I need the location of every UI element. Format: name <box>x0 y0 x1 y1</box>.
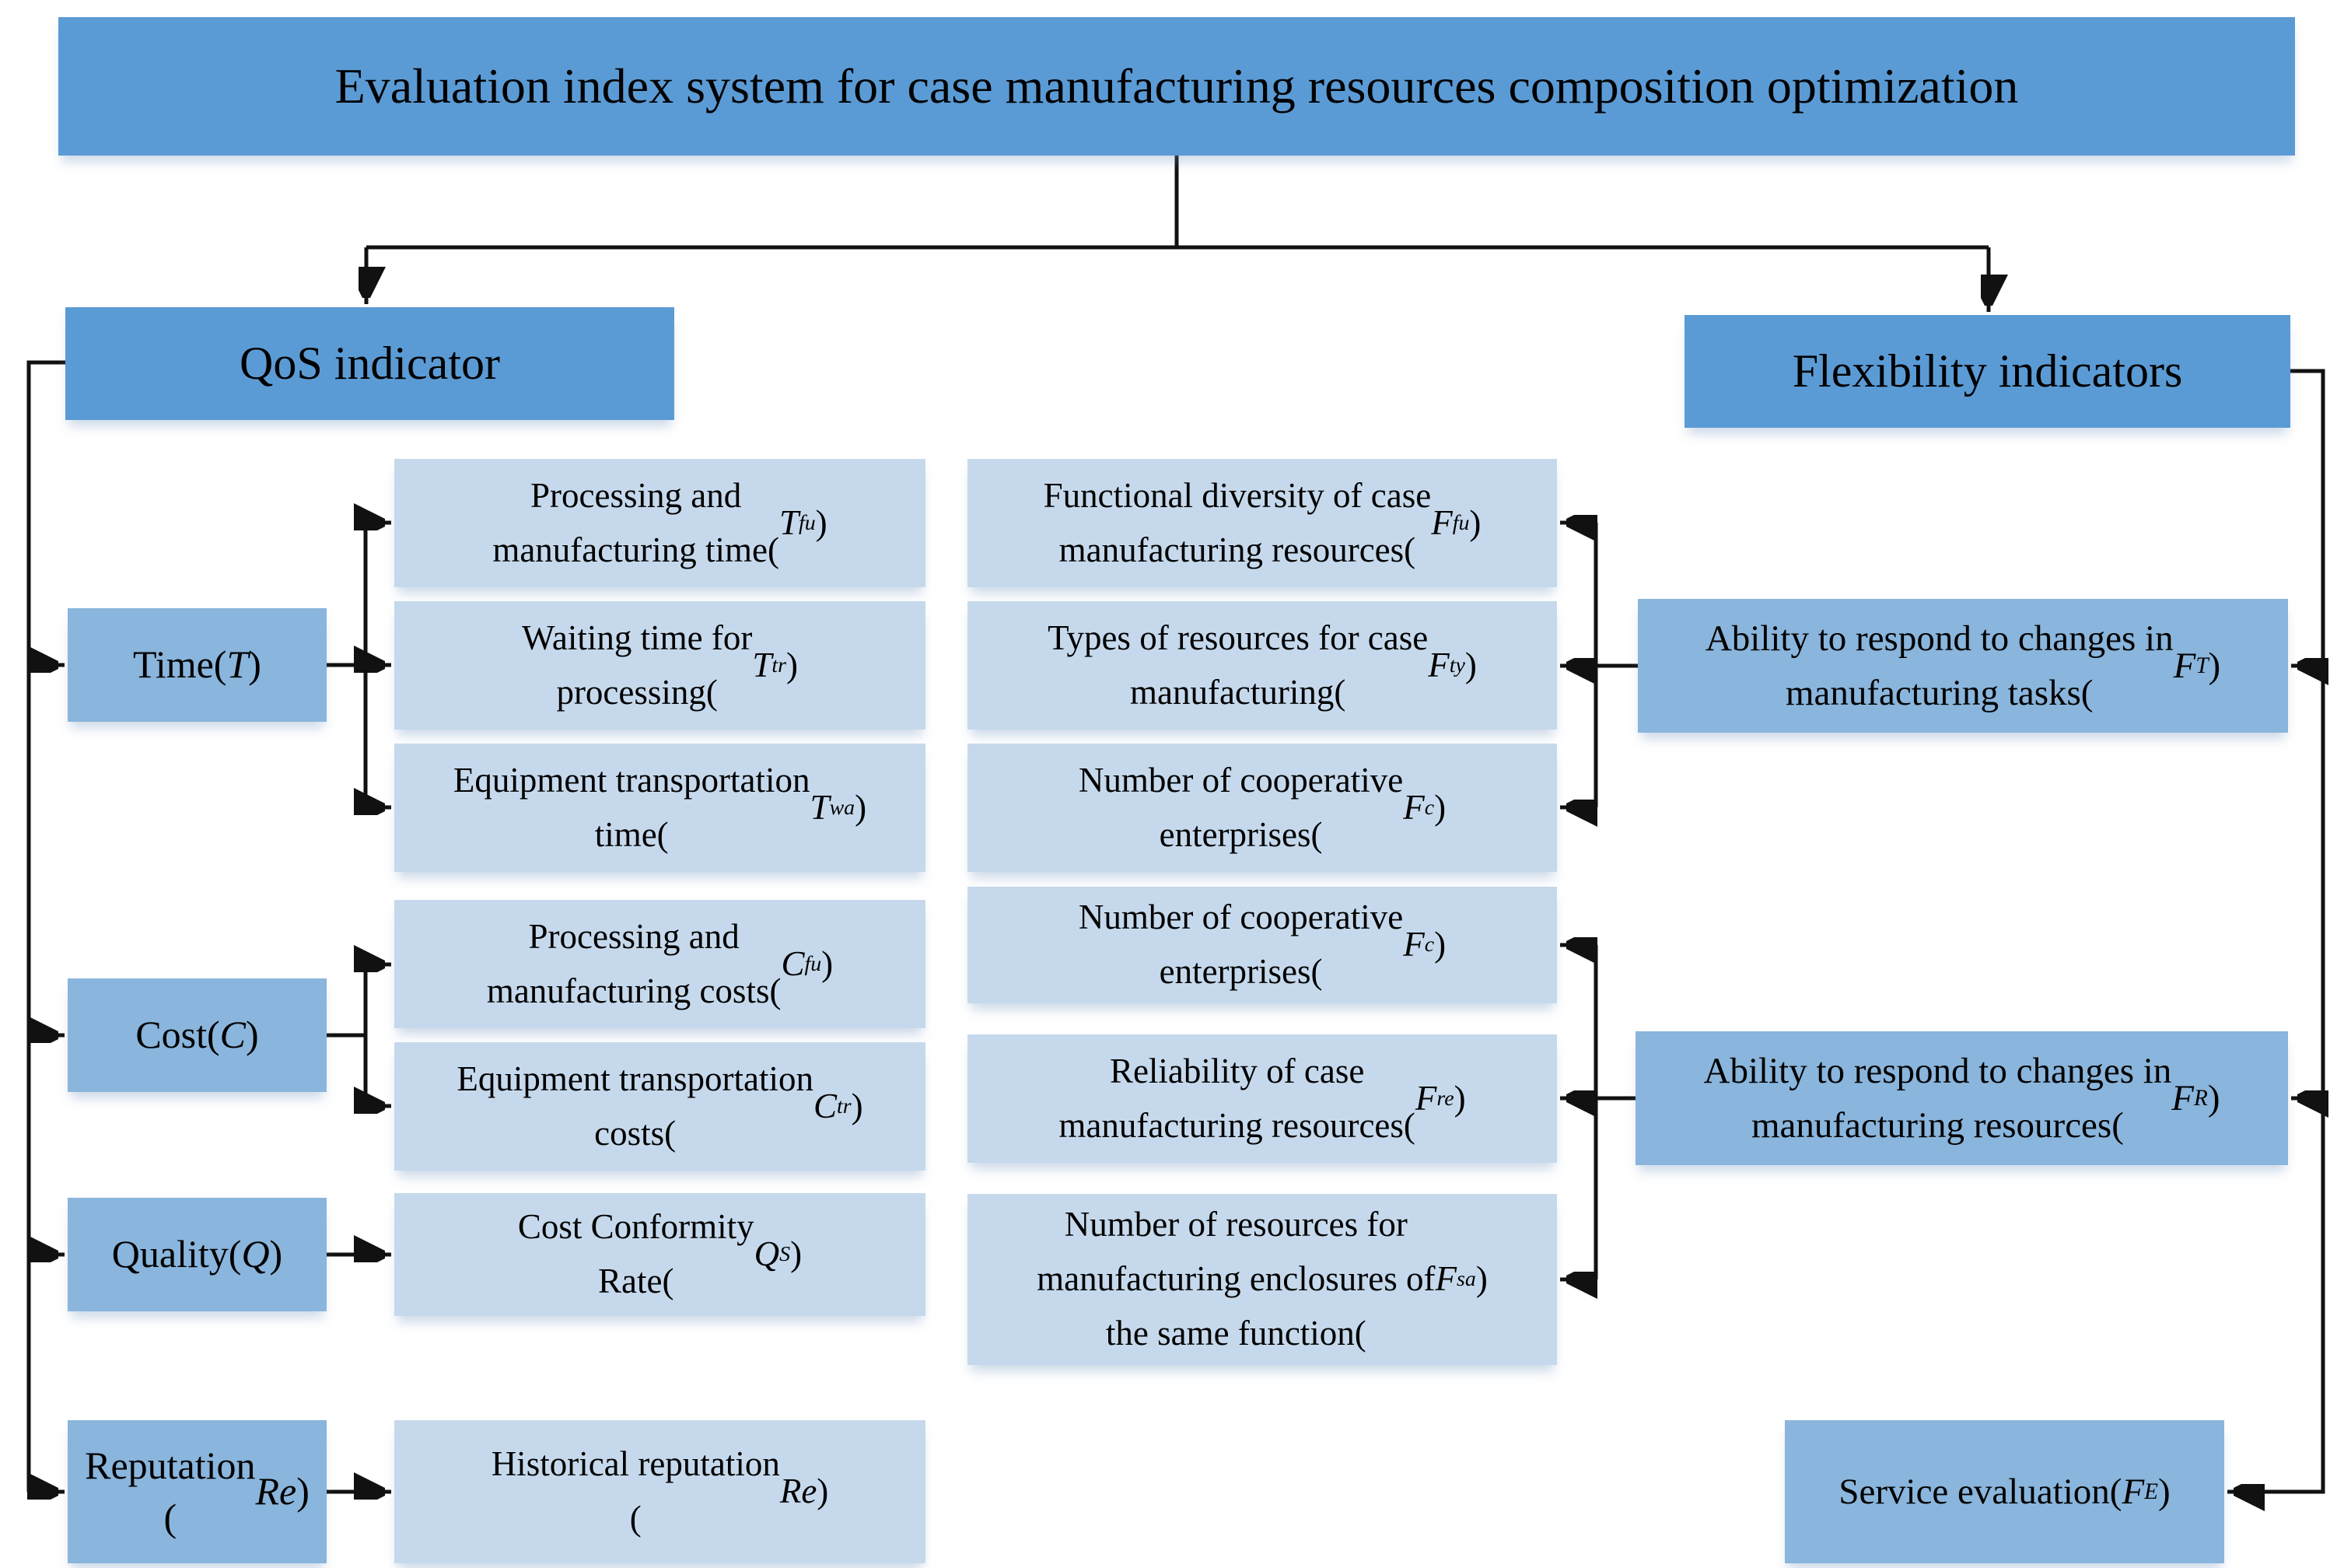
cost-branch-connectors <box>327 964 391 1106</box>
qos-indicator-header: QoS indicator <box>65 307 674 420</box>
category-time: Time(T) <box>68 608 327 722</box>
category-cost: Cost(C) <box>68 978 327 1092</box>
category-reputation: Reputation(Re) <box>68 1420 327 1563</box>
resources-branch-connectors <box>1560 945 1636 1279</box>
indicator-reliability: Reliability of case manufacturing resourc… <box>967 1034 1557 1163</box>
category-service-evaluation: Service evaluation(F E) <box>1785 1420 2224 1563</box>
indicator-historical-reputation: Historical reputation(Re) <box>394 1420 925 1563</box>
indicator-same-function-resources: Number of resources for manufacturing enc… <box>967 1194 1557 1365</box>
qos-trunk-connectors <box>26 360 65 1492</box>
category-respond-manufacturing-tasks: Ability to respond to changes in manufact… <box>1638 599 2288 733</box>
flexibility-trunk-connectors <box>2227 369 2323 1492</box>
indicator-types-of-resources: Types of resources for case manufacturing… <box>967 601 1557 730</box>
indicator-functional-diversity: Functional diversity of case manufacturin… <box>967 459 1557 587</box>
root-split-connector <box>366 156 1989 312</box>
root-title: Evaluation index system for case manufac… <box>58 17 2295 156</box>
tasks-branch-connectors <box>1560 523 1638 807</box>
category-quality: Quality(Q) <box>68 1198 327 1311</box>
indicator-cost-conformity-rate: Cost Conformity Rate(Q S) <box>394 1193 925 1316</box>
flexibility-indicators-header: Flexibility indicators <box>1685 315 2290 428</box>
quality-reputation-connectors <box>327 1255 391 1492</box>
time-branch-connectors <box>327 523 391 807</box>
category-respond-manufacturing-resources: Ability to respond to changes in manufact… <box>1636 1031 2288 1165</box>
